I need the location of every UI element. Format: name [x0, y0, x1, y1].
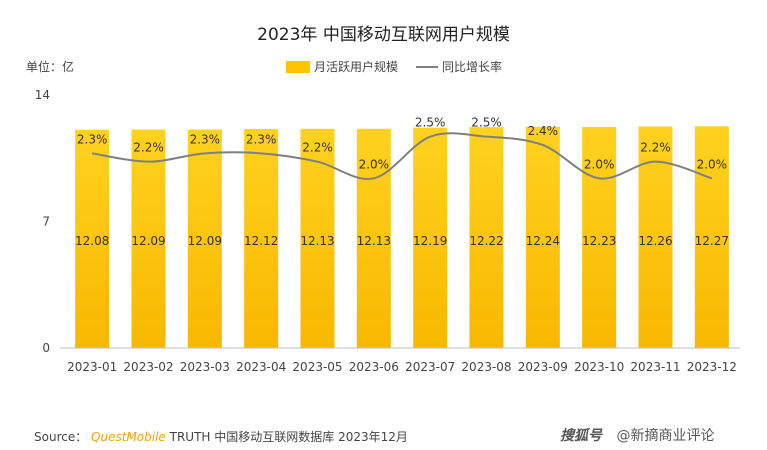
- growth-rate-label: 2.0%: [584, 157, 615, 171]
- bar-value-label: 12.27: [695, 234, 729, 248]
- x-tick-label: 2023-12: [687, 360, 737, 374]
- bar-mark: [75, 129, 110, 348]
- source-note: Source： QuestMobile TRUTH 中国移动互联网数据库 202…: [34, 428, 408, 445]
- growth-rate-label: 2.0%: [697, 157, 728, 171]
- y-tick-label: 14: [35, 88, 50, 102]
- bar-value-label: 12.24: [526, 234, 560, 248]
- growth-rate-label: 2.3%: [190, 132, 221, 146]
- bar-mark: [356, 128, 391, 348]
- bar-mark: [244, 128, 279, 348]
- bar-mark: [694, 126, 729, 348]
- source-rest: TRUTH 中国移动互联网数据库 2023年12月: [169, 430, 408, 444]
- growth-rate-label: 2.2%: [640, 141, 671, 155]
- x-tick-label: 2023-08: [461, 360, 511, 374]
- y-tick-label: 7: [42, 215, 50, 229]
- growth-rate-label: 2.4%: [528, 124, 559, 138]
- bar-value-label: 12.09: [131, 234, 165, 248]
- bar-mark: [469, 127, 504, 348]
- bar-mark: [413, 127, 448, 348]
- x-tick-label: 2023-10: [574, 360, 624, 374]
- bar-value-label: 12.23: [582, 234, 616, 248]
- bar-value-label: 12.13: [357, 234, 391, 248]
- bar-value-label: 12.26: [638, 234, 672, 248]
- legend-line-swatch: [416, 65, 439, 68]
- legend: 月活跃用户规模 同比增长率: [286, 58, 502, 75]
- x-tick-label: 2023-09: [518, 360, 568, 374]
- x-tick-label: 2023-06: [349, 360, 399, 374]
- legend-line-label: 同比增长率: [442, 60, 503, 74]
- bar-mark: [131, 129, 166, 348]
- unit-label: 单位：亿: [26, 60, 75, 74]
- x-tick-label: 2023-11: [630, 360, 680, 374]
- legend-bar-label: 月活跃用户规模: [314, 60, 399, 74]
- x-tick-label: 2023-03: [180, 360, 230, 374]
- bar-value-label: 12.08: [75, 234, 109, 248]
- source-prefix: Source：: [34, 430, 88, 444]
- source-brand: QuestMobile: [91, 430, 166, 444]
- bar-value-label: 12.09: [188, 234, 222, 248]
- growth-rate-label: 2.2%: [133, 141, 164, 155]
- x-tick-label: 2023-01: [67, 360, 117, 374]
- growth-line: [92, 132, 713, 180]
- bar-mark: [187, 129, 222, 348]
- x-tick-label: 2023-05: [292, 360, 342, 374]
- growth-rate-label: 2.5%: [471, 116, 502, 130]
- watermark: 搜狐号 @新摘商业评论: [560, 425, 714, 445]
- growth-rate-label: 2.2%: [302, 141, 333, 155]
- bar-value-label: 12.22: [469, 234, 503, 248]
- bar-value-label: 12.13: [300, 234, 334, 248]
- growth-rate-label: 2.3%: [246, 132, 277, 146]
- x-tick-label: 2023-04: [236, 360, 286, 374]
- watermark-account: @新摘商业评论: [616, 428, 715, 444]
- growth-rate-label: 2.5%: [415, 116, 446, 130]
- bar-value-label: 12.12: [244, 234, 278, 248]
- x-tick-label: 2023-02: [123, 360, 173, 374]
- growth-rate-label: 2.3%: [77, 132, 108, 146]
- y-tick-label: 0: [42, 341, 50, 355]
- bar-value-label: 12.19: [413, 234, 447, 248]
- legend-bar-swatch: [286, 60, 310, 73]
- chart-title: 2023年 中国移动互联网用户规模: [257, 25, 510, 45]
- bar-mark: [525, 126, 560, 348]
- watermark-site: 搜狐号: [560, 428, 602, 444]
- x-tick-label: 2023-07: [405, 360, 455, 374]
- bar-mark: [582, 126, 617, 349]
- growth-rate-label: 2.0%: [359, 157, 390, 171]
